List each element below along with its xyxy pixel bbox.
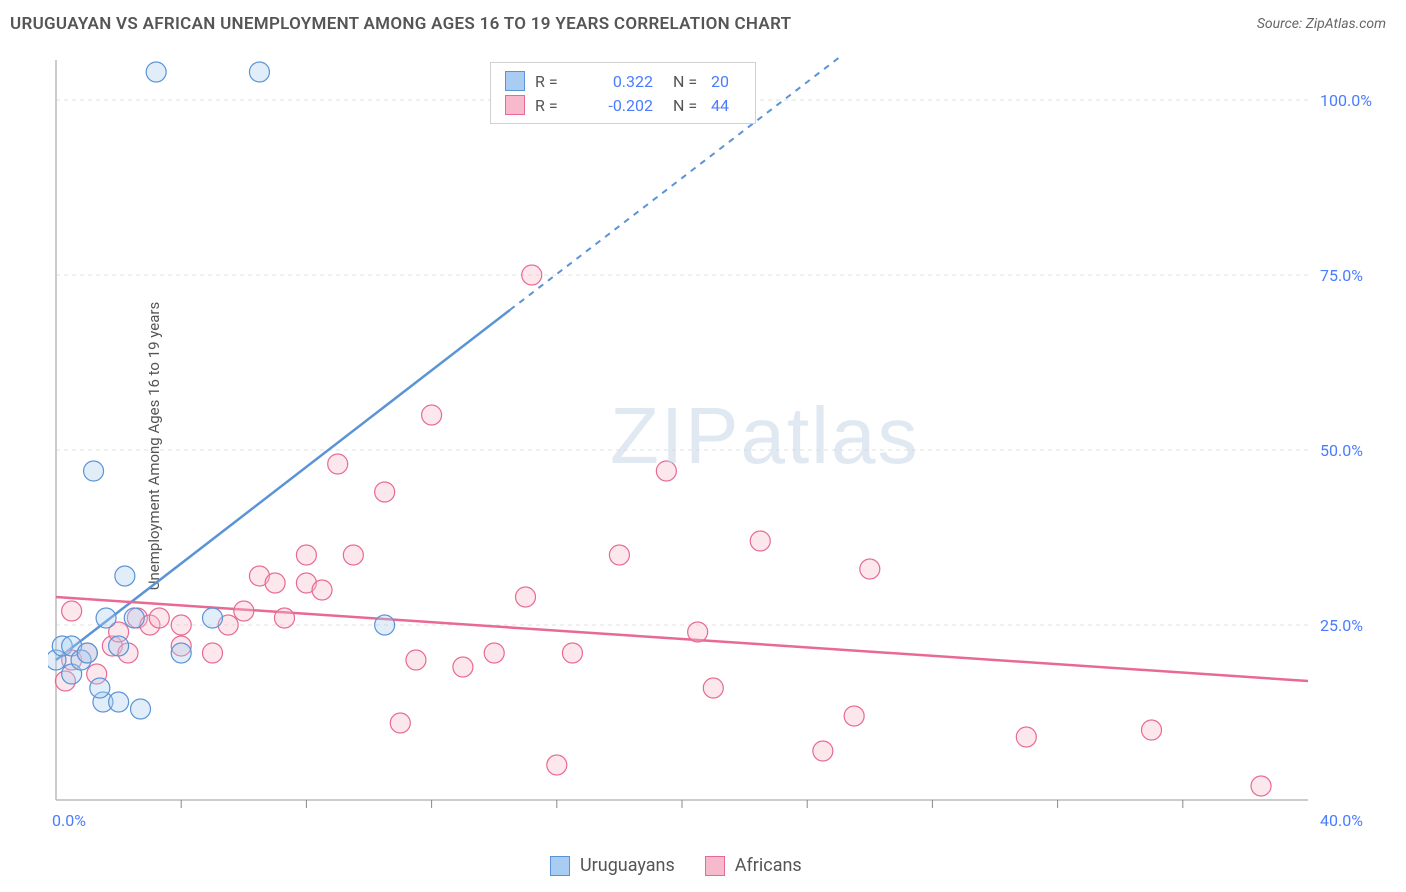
legend-item-uruguayans: Uruguayans [550,855,675,876]
swatch-africans [705,856,725,876]
n-label: N = [663,72,701,91]
legend-label-africans: Africans [735,855,802,876]
svg-text:100.0%: 100.0% [1320,91,1372,110]
r-label: R = [535,96,573,115]
series-legend: Uruguayans Africans [550,855,802,876]
source-label: Source: ZipAtlas.com [1257,16,1386,32]
legend-row-afr: R = -0.202 N = 44 [505,93,741,117]
swatch-uruguayans [550,856,570,876]
svg-text:75.0%: 75.0% [1320,266,1363,285]
correlation-legend: R = 0.322 N = 20 R = -0.202 N = 44 [490,62,756,124]
svg-text:50.0%: 50.0% [1320,441,1363,460]
swatch-icon [505,95,525,115]
legend-item-africans: Africans [705,855,802,876]
r-label: R = [535,72,573,91]
legend-label-uruguayans: Uruguayans [580,855,675,876]
chart-title: URUGUAYAN VS AFRICAN UNEMPLOYMENT AMONG … [10,14,791,34]
swatch-icon [505,71,525,91]
n-value: 44 [711,96,741,115]
plot-area: 25.0% 50.0% 75.0% 100.0% 0.0% 40.0% [48,55,1378,835]
r-value: -0.202 [583,96,653,115]
scatter-chart: 25.0% 50.0% 75.0% 100.0% 0.0% 40.0% [48,55,1378,835]
legend-row-uru: R = 0.322 N = 20 [505,69,741,93]
n-label: N = [663,96,701,115]
r-value: 0.322 [583,72,653,91]
n-value: 20 [711,72,741,91]
svg-text:25.0%: 25.0% [1320,616,1363,635]
svg-text:40.0%: 40.0% [1320,811,1363,830]
svg-text:0.0%: 0.0% [52,811,86,830]
header: URUGUAYAN VS AFRICAN UNEMPLOYMENT AMONG … [0,0,1406,48]
